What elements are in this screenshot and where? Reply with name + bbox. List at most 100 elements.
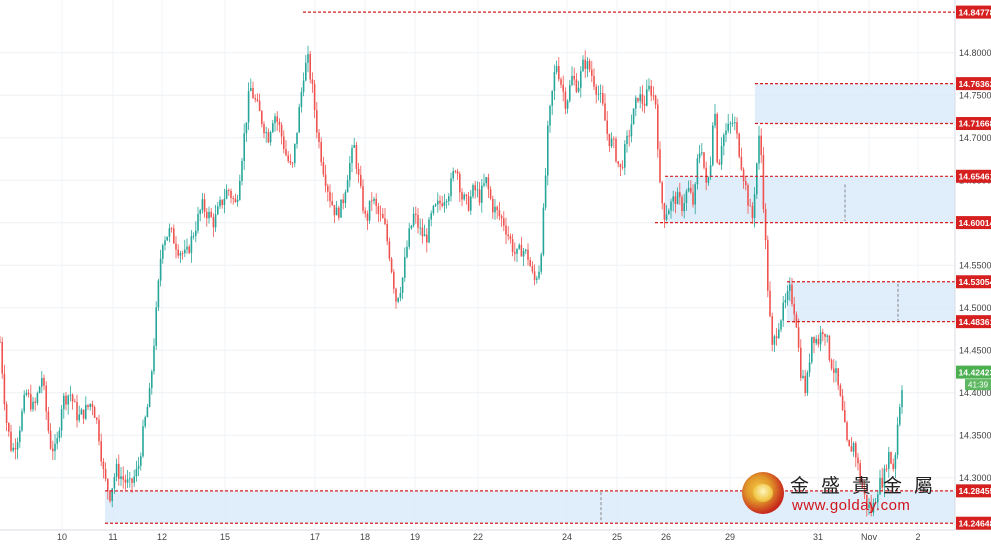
- time-axis: 10 11 12 15 17 18 19 22 24 25 26 29 31 Nov 2: [0, 529, 955, 542]
- candle-body: [113, 476, 116, 489]
- candle-body: [122, 476, 124, 480]
- candle-body: [681, 197, 683, 212]
- candle-body: [184, 249, 186, 254]
- candle-body: [155, 307, 157, 346]
- candle-body: [582, 59, 584, 72]
- candle-body: [511, 238, 514, 253]
- candle-body: [584, 59, 586, 69]
- price-tick-label: 14.55000: [959, 261, 991, 271]
- candle-body: [830, 360, 833, 369]
- candle-body: [846, 422, 848, 441]
- candle-body: [137, 465, 140, 469]
- candle-body: [439, 200, 441, 204]
- candle-body: [852, 443, 855, 452]
- candle-body: [82, 409, 85, 419]
- candle-body: [287, 155, 289, 161]
- candle-body: [243, 133, 245, 162]
- candle-body: [672, 196, 674, 202]
- candle-body: [617, 161, 619, 164]
- candle-body: [868, 504, 870, 508]
- candle-body: [861, 481, 864, 489]
- support-resistance-zones: [105, 83, 955, 524]
- candle-body: [362, 186, 364, 211]
- candle-body: [505, 225, 507, 235]
- date-tick-label: 17: [310, 532, 320, 542]
- price-tick-label: 14.70000: [959, 133, 991, 143]
- candle-body: [472, 185, 474, 197]
- candle-body: [412, 213, 415, 226]
- candle-body: [474, 185, 476, 191]
- candle-body: [485, 177, 487, 184]
- candle-body: [135, 468, 138, 477]
- candle-body: [533, 271, 536, 280]
- candle-body: [707, 177, 710, 183]
- candle-body: [443, 202, 446, 206]
- candle-body: [888, 452, 890, 469]
- candle-body: [58, 430, 61, 439]
- candle-body: [120, 476, 122, 479]
- candle-body: [874, 502, 877, 504]
- candle-body: [467, 196, 470, 211]
- candle-body: [115, 463, 118, 477]
- candle-body: [503, 218, 505, 226]
- candle-body: [417, 214, 419, 228]
- candle-body: [454, 171, 457, 172]
- candle-body: [826, 335, 828, 337]
- candle-body: [344, 192, 347, 204]
- candle-body: [100, 441, 102, 462]
- candle-body: [192, 235, 195, 237]
- candle-body: [899, 407, 901, 425]
- candle-body: [239, 181, 241, 200]
- candle-body: [390, 258, 393, 272]
- candle-body: [294, 143, 296, 164]
- candle-body: [643, 103, 646, 106]
- price-tick-label: 14.50000: [959, 303, 991, 313]
- candle-body: [434, 204, 437, 206]
- candle-body: [593, 75, 595, 87]
- candle-body: [102, 461, 105, 469]
- candle-body: [562, 84, 564, 92]
- candle-body: [674, 196, 677, 205]
- level-tag-bg: [956, 5, 991, 19]
- date-tick-label: 18: [360, 532, 370, 542]
- level-tag-bg: [956, 315, 991, 329]
- candle-body: [848, 440, 850, 447]
- candle-body: [131, 478, 133, 483]
- candle-body: [214, 214, 217, 228]
- candle-body: [725, 130, 727, 135]
- candle-body: [168, 228, 171, 237]
- candle-body: [335, 207, 338, 216]
- candle-body: [718, 162, 721, 165]
- candle-body: [588, 61, 591, 70]
- candle-body: [228, 189, 230, 191]
- candle-body: [60, 408, 63, 431]
- candle-body: [210, 211, 212, 218]
- candle-body: [241, 161, 243, 182]
- logo-website: www.golday.com: [792, 497, 911, 514]
- level-tag-bg: [956, 117, 991, 131]
- shaded-zone: [105, 490, 955, 524]
- candle-body: [401, 277, 404, 293]
- candle-body: [661, 182, 663, 204]
- candle-body: [624, 143, 626, 168]
- candle-body: [465, 194, 468, 197]
- candle-body: [804, 375, 806, 393]
- candle-body: [74, 401, 76, 403]
- price-tick-label: 14.75000: [959, 91, 991, 101]
- candle-body: [63, 395, 65, 409]
- candle-body: [714, 113, 716, 126]
- candle-body: [265, 132, 267, 134]
- date-tick-label: Nov: [861, 532, 878, 542]
- candle-body: [186, 246, 188, 250]
- candle-body: [175, 243, 177, 250]
- candle-body: [206, 211, 208, 219]
- candle-body: [628, 135, 630, 137]
- candle-body: [767, 240, 769, 291]
- candle-body: [483, 183, 485, 186]
- candle-body: [481, 185, 483, 203]
- candle-body: [698, 153, 701, 159]
- horizontal-levels: [105, 11, 955, 524]
- candle-body: [415, 213, 417, 215]
- candle-body: [96, 417, 98, 420]
- level-tag-label: 14.71668: [959, 119, 991, 129]
